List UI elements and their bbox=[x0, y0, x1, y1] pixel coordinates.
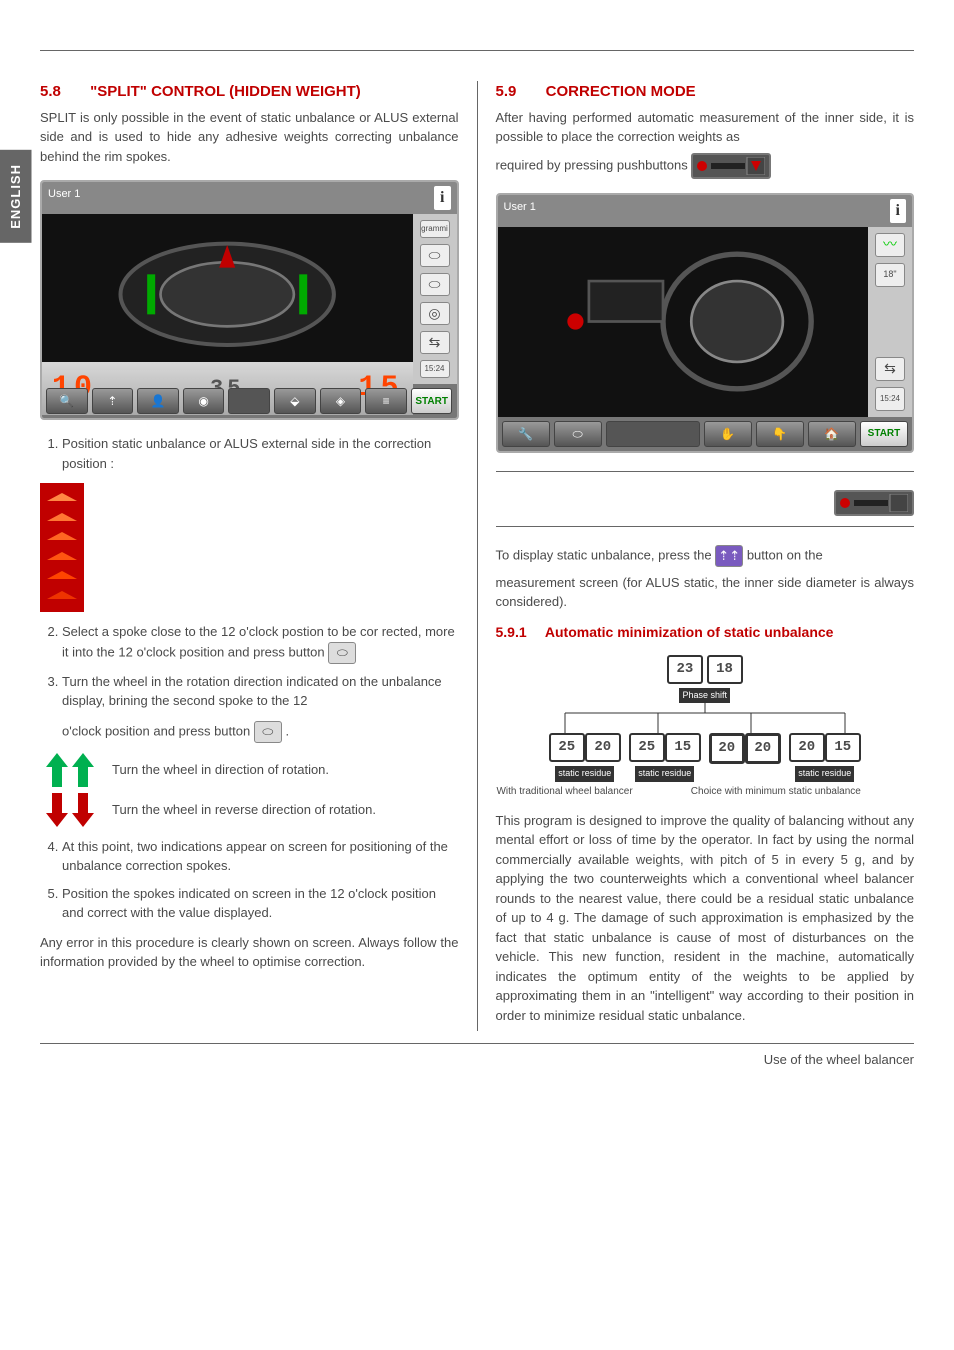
wheel-icon[interactable]: ◉ bbox=[183, 388, 225, 414]
weight-icon[interactable]: ⬭ bbox=[554, 421, 602, 447]
diagram-caption-right: Choice with minimum static unbalance bbox=[638, 784, 914, 799]
intro-5-8: SPLIT is only possible in the event of s… bbox=[40, 108, 459, 167]
time-label: 15:24 bbox=[420, 360, 450, 378]
divider bbox=[496, 526, 915, 527]
weight-mode-icon[interactable]: ⬭ bbox=[420, 244, 450, 267]
info-icon[interactable]: i bbox=[890, 199, 906, 223]
split-icon[interactable]: ⇆ bbox=[420, 331, 450, 354]
wheel-graphic-3d bbox=[498, 227, 869, 417]
minimization-diagram: 23 18 Phase shift 2520static residue2515… bbox=[496, 655, 915, 799]
section-heading-5-9: 5.9 CORRECTION MODE bbox=[496, 81, 915, 104]
diagram-option: 2015static residue bbox=[789, 733, 861, 782]
intro-5-9-a: After having performed automatic measure… bbox=[496, 108, 915, 147]
static-unbalance-text-2: measurement screen (for ALUS static, the… bbox=[496, 573, 915, 612]
static-button-icon[interactable]: ⇡⇡ bbox=[715, 545, 743, 567]
divider bbox=[496, 471, 915, 472]
user-icon[interactable]: 👤 bbox=[137, 388, 179, 414]
language-tab: ENGLISH bbox=[0, 150, 32, 243]
static-unbalance-text: To display static unbalance, press the ⇡… bbox=[496, 545, 915, 567]
time-label: 15:24 bbox=[875, 387, 905, 411]
weight-btn-icon[interactable]: ⬙ bbox=[274, 388, 316, 414]
subsection-heading-5-9-1: 5.9.1 Automatic minimization of static u… bbox=[496, 622, 915, 643]
spoke-button-icon[interactable]: ⬭ bbox=[328, 642, 356, 664]
step-2: Select a spoke close to the 12 o'clock p… bbox=[62, 622, 459, 664]
direction-forward-text: Turn the wheel in direction of rotation. bbox=[112, 760, 459, 780]
led-icon bbox=[697, 161, 707, 171]
green-arrows-icon bbox=[40, 753, 100, 787]
spoke-button-icon-2[interactable]: ⬭ bbox=[254, 721, 282, 743]
step-3: Turn the wheel in the rotation direction… bbox=[62, 672, 459, 743]
diagram-option: 2520static residue bbox=[549, 733, 621, 782]
user-label: User 1 bbox=[48, 186, 80, 210]
direction-reverse-text: Turn the wheel in reverse direction of r… bbox=[112, 800, 459, 820]
start-button[interactable]: START bbox=[860, 421, 908, 447]
position-icon[interactable]: ⇡ bbox=[92, 388, 134, 414]
column-divider bbox=[477, 81, 478, 1031]
step-5: Position the spokes indicated on screen … bbox=[62, 884, 459, 923]
balancer-screen-split: User 1 i 10 bbox=[40, 180, 459, 420]
wave-icon[interactable]: 〰 bbox=[875, 233, 905, 257]
body-5-9-1: This program is designed to improve the … bbox=[496, 811, 915, 1026]
hand-icon[interactable]: ✋ bbox=[704, 421, 752, 447]
tool-icon[interactable]: 🔧 bbox=[502, 421, 550, 447]
balancer-screen-correction: User 1 i 〰 18" bbox=[496, 193, 915, 453]
user-label: User 1 bbox=[504, 199, 536, 223]
step-4: At this point, two indications appear on… bbox=[62, 837, 459, 876]
weight-mode-icon-2[interactable]: ⬭ bbox=[420, 273, 450, 296]
target-icon[interactable]: ◎ bbox=[420, 302, 450, 325]
size-icon[interactable]: 18" bbox=[875, 263, 905, 287]
led-icon bbox=[840, 498, 850, 508]
start-button[interactable]: START bbox=[411, 388, 453, 414]
unit-label: grammi bbox=[420, 220, 450, 238]
wheel-graphic bbox=[42, 214, 413, 362]
pushbutton-group-icon[interactable] bbox=[691, 153, 771, 179]
footer: Use of the wheel balancer bbox=[40, 1043, 914, 1070]
red-arrows-icon bbox=[40, 793, 100, 827]
list-icon[interactable]: ≡ bbox=[365, 388, 407, 414]
right-column: 5.9 CORRECTION MODE After having perform… bbox=[496, 81, 915, 1031]
pushbutton-group-icon-2[interactable] bbox=[834, 490, 914, 516]
intro-5-9-b: required by pressing pushbuttons bbox=[496, 153, 915, 179]
diamond-icon[interactable]: ◈ bbox=[320, 388, 362, 414]
info-icon[interactable]: i bbox=[434, 186, 450, 210]
spacer bbox=[606, 421, 700, 447]
zoom-icon[interactable]: 🔍 bbox=[46, 388, 88, 414]
split-icon[interactable]: ⇆ bbox=[875, 357, 905, 381]
diagram-option: 2020 bbox=[709, 733, 781, 782]
top-rule bbox=[40, 50, 914, 51]
chevron-indicator bbox=[40, 483, 84, 612]
hand-down-icon[interactable]: 👇 bbox=[756, 421, 804, 447]
closing-5-8: Any error in this procedure is clearly s… bbox=[40, 933, 459, 972]
home-icon[interactable]: 🏠 bbox=[808, 421, 856, 447]
step-1: Position static unbalance or ALUS extern… bbox=[62, 434, 459, 473]
section-heading-5-8: 5.8 "SPLIT" CONTROL (HIDDEN WEIGHT) bbox=[40, 81, 459, 104]
left-column: 5.8 "SPLIT" CONTROL (HIDDEN WEIGHT) SPLI… bbox=[40, 81, 459, 1031]
diagram-option: 2515static residue bbox=[629, 733, 701, 782]
spacer bbox=[228, 388, 270, 414]
diagram-caption-left: With traditional wheel balancer bbox=[496, 784, 634, 799]
